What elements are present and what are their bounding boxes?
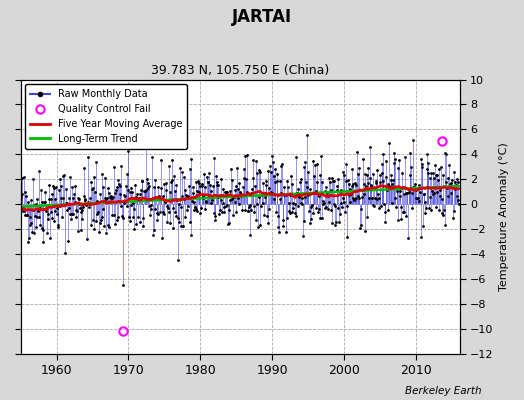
Y-axis label: Temperature Anomaly (°C): Temperature Anomaly (°C) (499, 142, 509, 291)
Text: JARTAI: JARTAI (232, 8, 292, 26)
Text: Berkeley Earth: Berkeley Earth (406, 386, 482, 396)
Legend: Raw Monthly Data, Quality Control Fail, Five Year Moving Average, Long-Term Tren: Raw Monthly Data, Quality Control Fail, … (26, 84, 187, 149)
Title: 39.783 N, 105.750 E (China): 39.783 N, 105.750 E (China) (151, 64, 329, 77)
